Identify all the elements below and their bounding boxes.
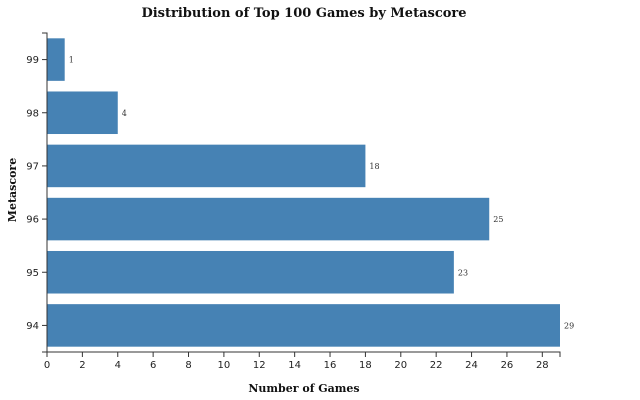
x-tick-label-4: 4 (115, 360, 121, 371)
x-tick-label-2: 2 (79, 360, 85, 371)
bar-94 (47, 304, 560, 347)
y-tick-label-97: 97 (26, 161, 39, 172)
bar-96 (47, 197, 490, 241)
y-tick-label-96: 96 (26, 215, 39, 226)
bar-99 (47, 38, 65, 81)
x-tick-label-16: 16 (324, 360, 337, 371)
x-tick-label-14: 14 (288, 360, 301, 371)
x-axis: 0 2 4 6 8 10 12 14 16 18 20 22 24 26 28 (44, 351, 561, 371)
data-label-98: 4 (122, 109, 127, 118)
x-tick-label-12: 12 (253, 360, 266, 371)
x-tick-label-20: 20 (394, 360, 407, 371)
x-axis-line (46, 351, 561, 357)
chart-title: Distribution of Top 100 Games by Metasco… (141, 6, 466, 21)
data-label-99: 1 (69, 56, 74, 65)
x-tick-label-18: 18 (359, 360, 372, 371)
y-tick-label-95: 95 (26, 268, 39, 279)
data-label-97: 18 (369, 162, 379, 171)
x-tick-label-24: 24 (465, 360, 478, 371)
y-axis: 99 98 97 96 95 94 (26, 32, 48, 353)
bar-97 (47, 144, 366, 188)
y-tick-label-98: 98 (26, 108, 39, 119)
x-tick-label-8: 8 (185, 360, 191, 371)
x-tick-label-6: 6 (150, 360, 156, 371)
x-tick-label-26: 26 (501, 360, 514, 371)
x-tick-label-22: 22 (430, 360, 443, 371)
bar-98 (47, 91, 118, 135)
x-tick-label-28: 28 (536, 360, 549, 371)
bars-group (47, 38, 560, 347)
data-label-94: 29 (564, 321, 574, 330)
data-label-96: 25 (493, 215, 503, 224)
y-tick-label-94: 94 (26, 321, 39, 332)
y-axis-line (42, 32, 48, 353)
data-label-95: 23 (458, 268, 468, 277)
y-tick-label-99: 99 (26, 55, 39, 66)
x-axis-title: Number of Games (248, 382, 359, 395)
bar-95 (47, 250, 454, 294)
y-axis-title: Metascore (6, 158, 19, 222)
x-tick-label-10: 10 (218, 360, 231, 371)
x-tick-label-0: 0 (44, 360, 50, 371)
data-labels-group: 1 4 18 25 23 29 (69, 56, 574, 331)
